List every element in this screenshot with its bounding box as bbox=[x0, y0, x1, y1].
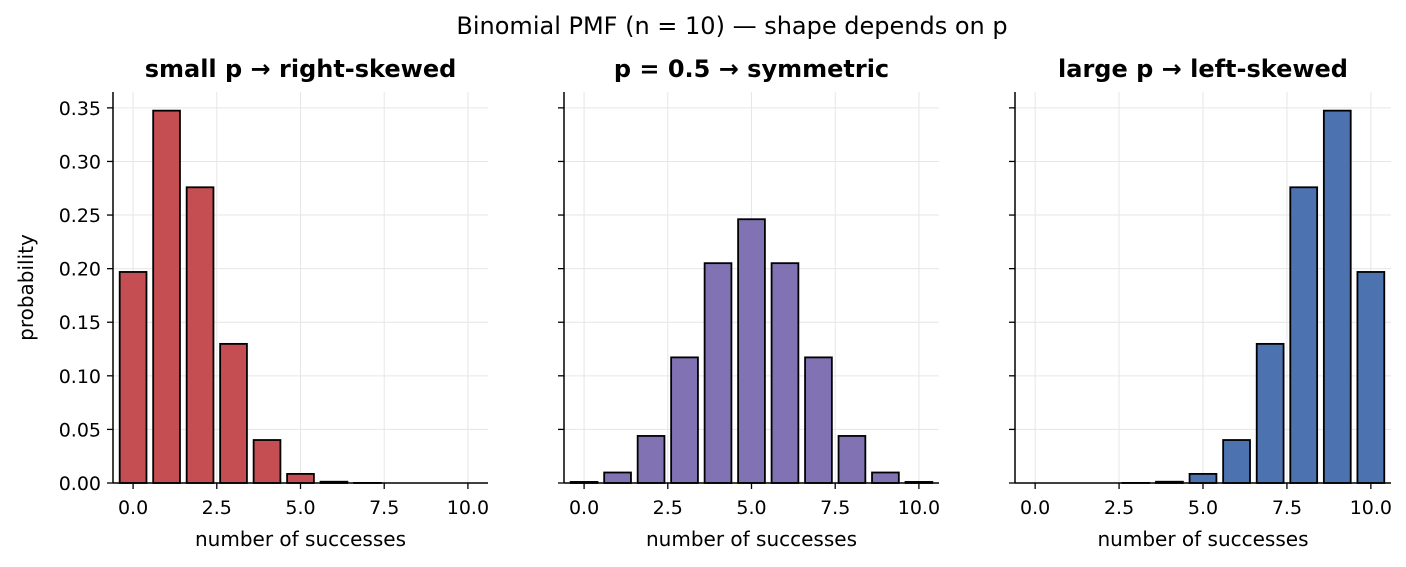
bar bbox=[185, 186, 215, 484]
chart-panel-3: 0.0 2.5 5.0 7.5 10.0 large p → left-skewed num… bbox=[1009, 55, 1392, 551]
bar bbox=[770, 262, 800, 484]
x-tick-label: 7.5 bbox=[1272, 497, 1302, 519]
x-tick-label: 2.5 bbox=[1104, 497, 1134, 519]
panel-title: p = 0.5 → symmetric bbox=[614, 55, 889, 83]
bar bbox=[670, 356, 699, 484]
bar bbox=[1222, 439, 1251, 484]
x-axis-label: number of successes bbox=[1097, 527, 1308, 551]
y-tick-label: 0.10 bbox=[59, 366, 101, 388]
x-tick-label: 2.5 bbox=[653, 497, 683, 519]
x-tick-label: 5.0 bbox=[736, 497, 766, 519]
bar bbox=[636, 435, 666, 484]
y-tick-label: 0.15 bbox=[59, 312, 101, 334]
panel-title: large p → left-skewed bbox=[1058, 55, 1348, 83]
x-tick-label: 7.5 bbox=[369, 497, 399, 519]
y-axis-label: probability bbox=[14, 234, 38, 341]
x-tick-label: 0.0 bbox=[118, 497, 148, 519]
bar bbox=[1188, 472, 1218, 484]
x-tick-label: 10.0 bbox=[898, 497, 940, 519]
bar bbox=[737, 218, 766, 484]
bar bbox=[1289, 186, 1319, 484]
bar bbox=[871, 471, 900, 484]
bar bbox=[252, 439, 282, 484]
panel-title: small p → right-skewed bbox=[145, 55, 457, 83]
bar bbox=[603, 471, 632, 484]
chart-panels: 0.00 0.05 0.10 0.15 0.20 0.25 0.30 0.35 0.0 2.5 5.… bbox=[14, 55, 1392, 551]
bar bbox=[118, 271, 148, 484]
bar bbox=[1322, 109, 1352, 484]
x-axis-label: number of successes bbox=[195, 527, 406, 551]
x-tick-label: 5.0 bbox=[1188, 497, 1218, 519]
y-tick-label: 0.20 bbox=[59, 259, 101, 281]
x-tick-label: 0.0 bbox=[569, 497, 599, 519]
bar bbox=[219, 342, 248, 484]
bar bbox=[286, 472, 315, 484]
chart-panel-1: 0.00 0.05 0.10 0.15 0.20 0.25 0.30 0.35 0.0 2.5 5.… bbox=[14, 55, 489, 551]
chart-panel-2: 0.0 2.5 5.0 7.5 10.0 p = 0.5 → symmetric numbe… bbox=[558, 55, 940, 551]
x-tick-label: 0.0 bbox=[1020, 497, 1050, 519]
bar bbox=[1356, 271, 1386, 484]
x-tick-label: 7.5 bbox=[820, 497, 850, 519]
x-tick-label: 5.0 bbox=[285, 497, 315, 519]
bar bbox=[703, 262, 733, 484]
x-tick-label: 2.5 bbox=[202, 497, 232, 519]
figure-suptitle: Binomial PMF (n = 10) — shape depends on… bbox=[456, 12, 1007, 40]
x-tick-label: 10.0 bbox=[447, 497, 489, 519]
bar bbox=[837, 435, 867, 484]
y-tick-label: 0.35 bbox=[59, 98, 101, 120]
y-tick-label: 0.05 bbox=[59, 419, 101, 441]
bar bbox=[152, 109, 181, 484]
bar bbox=[1255, 342, 1285, 484]
y-tick-label: 0.30 bbox=[59, 151, 101, 173]
x-axis-label: number of successes bbox=[646, 527, 857, 551]
bar bbox=[804, 356, 833, 484]
y-tick-label: 0.00 bbox=[59, 473, 101, 495]
x-tick-label: 10.0 bbox=[1350, 497, 1392, 519]
y-tick-label: 0.25 bbox=[59, 205, 101, 227]
